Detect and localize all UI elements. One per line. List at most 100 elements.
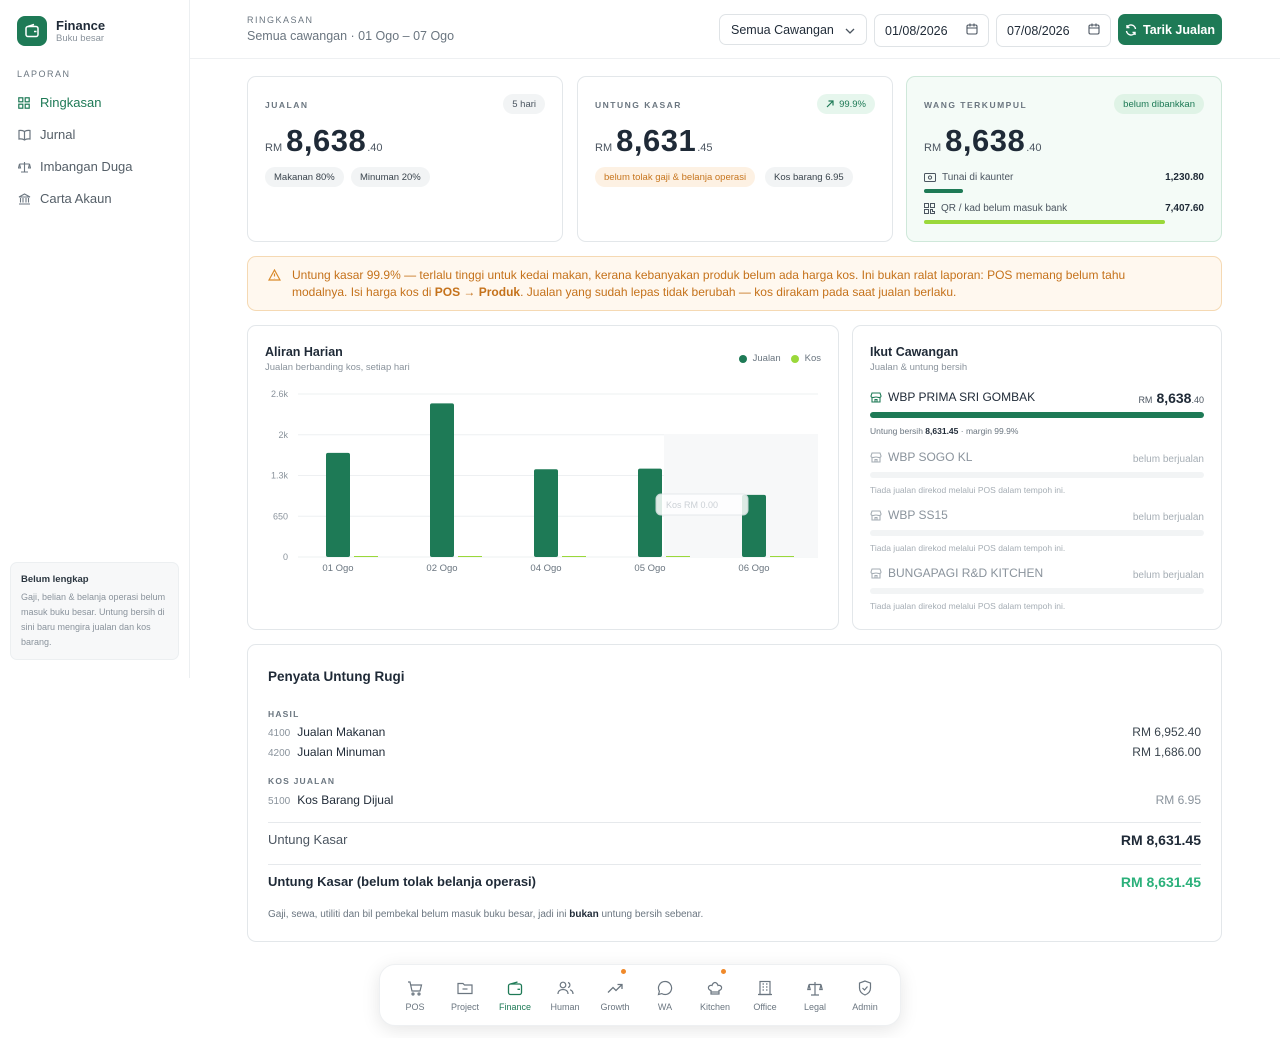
account-row[interactable]: 4100 Jualan Makanan RM 6,952.40 (268, 725, 1201, 739)
daily-flow-chart[interactable]: 0 650 1.3k 2k 2.6k 01 Ogo 02 Ogo 04 Ogo 05 Ogo 06… (248, 326, 840, 631)
branch-name-sogo-kl[interactable]: WBP SOGO KL (870, 450, 972, 464)
dock-item-pos[interactable]: POS (391, 978, 439, 1012)
dock-label: Project (450, 1002, 479, 1012)
branch-name-bungapagi[interactable]: BUNGAPAGI R&D KITCHEN (870, 566, 1043, 580)
branch-name-main[interactable]: WBP PRIMA SRI GOMBAK (870, 390, 1035, 404)
dock-item-finance[interactable]: Finance (491, 978, 539, 1012)
page-title: RINGKASAN (247, 15, 314, 25)
currency-label: RM (265, 142, 283, 154)
amount-integer: 8,638 (286, 123, 367, 158)
bar-jualan[interactable] (638, 468, 662, 557)
pull-sales-button[interactable]: Tarik Jualan (1118, 14, 1222, 45)
qr-value: 7,407.60 (1165, 203, 1204, 214)
bar-kos[interactable] (458, 556, 482, 557)
gross-profit-row: Untung Kasar RM 8,631.45 (268, 832, 1201, 848)
amount-decimal: .40 (1026, 142, 1042, 154)
branch-note: Tiada jualan direkod melalui POS dalam t… (870, 543, 1066, 553)
amount-decimal: .45 (697, 142, 713, 154)
store-icon (870, 451, 882, 463)
alert-link-text: POS → Produk (434, 285, 521, 299)
gross-profit-label: Untung Kasar (268, 832, 348, 847)
account-row[interactable]: 5100 Kos Barang Dijual RM 6.95 (268, 793, 1201, 807)
branch-bar (870, 588, 1204, 594)
bar-kos[interactable] (770, 556, 794, 557)
nav-item-label: Carta Akaun (40, 191, 112, 206)
profit-note-prefix: Untung bersih (870, 426, 926, 436)
currency-label: RM (924, 142, 942, 154)
date-to-input[interactable]: 07/08/2026 (996, 14, 1111, 47)
dock-label: Growth (600, 1002, 630, 1012)
nav-item-jurnal[interactable]: Jurnal (17, 127, 75, 142)
account-row[interactable]: 4200 Jualan Minuman RM 1,686.00 (268, 745, 1201, 759)
pull-sales-label: Tarik Jualan (1142, 22, 1216, 37)
dock-label: POS (405, 1002, 425, 1012)
book-icon (17, 128, 31, 142)
sidebar: Finance Buku besar LAPORAN Ringkasan Jur… (0, 0, 190, 678)
branch-select[interactable]: Semua Cawangan (719, 14, 867, 45)
kpi-label: JUALAN (265, 100, 309, 110)
calendar-icon (966, 23, 978, 38)
branch-name-ss15[interactable]: WBP SS15 (870, 508, 948, 522)
branch-amount: RM 8,638 .40 (1138, 390, 1204, 406)
incomplete-notice-body: Gaji, belian & belanja operasi belum mas… (21, 592, 166, 647)
branch-card-title: Ikut Cawangan (870, 345, 959, 359)
branch-bar-fill (870, 412, 1204, 418)
branch-note: Tiada jualan direkod melalui POS dalam t… (870, 485, 1066, 495)
footnote-text: Gaji, sewa, utiliti dan bil pembekal bel… (268, 909, 570, 920)
date-from-input[interactable]: 01/08/2026 (874, 14, 989, 47)
dock-label: Office (753, 1002, 777, 1012)
legend-item-jualan: Jualan (738, 353, 781, 364)
bar-kos[interactable] (354, 556, 378, 557)
branch-card-subtitle: Jualan & untung bersih (870, 362, 968, 373)
dock-item-legal[interactable]: Legal (791, 978, 839, 1012)
warning-chip: belum tolak gaji & belanja operasi (595, 167, 756, 187)
bar-jualan[interactable] (430, 403, 454, 557)
profit-loss-title: Penyata Untung Rugi (268, 669, 405, 684)
branch-bar (870, 412, 1204, 418)
bar-kos[interactable] (666, 556, 690, 557)
kpi-value: RM 8,638 .40 (265, 123, 382, 159)
dock-item-growth[interactable]: Growth (591, 969, 639, 1012)
users-icon (556, 978, 574, 998)
nav-item-ringkasan[interactable]: Ringkasan (17, 95, 101, 110)
dock-item-office[interactable]: Office (741, 978, 789, 1012)
footnote-text-end: untung bersih sebenar. (598, 909, 704, 920)
dock-label: Admin (852, 1002, 878, 1012)
nav-item-carta-akaun[interactable]: Carta Akaun (17, 191, 112, 206)
date-from-value: 01/08/2026 (885, 23, 948, 38)
dock-label: Kitchen (699, 1002, 731, 1012)
legend-item-kos: Kos (790, 353, 821, 364)
chart-legend: Jualan Kos (729, 353, 821, 364)
dock-item-kitchen[interactable]: Kitchen (691, 969, 739, 1012)
footnote-emphasis: bukan (569, 909, 599, 920)
bar-kos[interactable] (562, 556, 586, 557)
nav-item-imbangan-duga[interactable]: Imbangan Duga (17, 159, 133, 174)
bank-icon (17, 192, 31, 206)
nav-item-label: Ringkasan (40, 95, 102, 110)
dock-item-wa[interactable]: WA (641, 978, 689, 1012)
bar-jualan[interactable] (326, 452, 350, 557)
legend-label: Kos (804, 353, 821, 364)
grid-icon (17, 96, 31, 110)
dock-label: Finance (498, 1002, 532, 1012)
legend-label: Jualan (752, 353, 781, 364)
dock-item-human[interactable]: Human (541, 978, 589, 1012)
divider (268, 822, 1201, 823)
notification-dot (721, 969, 726, 974)
chart-title: Aliran Harian (265, 345, 343, 359)
branch-bar (870, 530, 1204, 536)
branch-label: WBP SS15 (888, 508, 948, 522)
bar-jualan[interactable] (534, 469, 558, 557)
profit-loss-card: Penyata Untung Rugi HASIL 4100 Jualan Mak… (247, 644, 1222, 942)
dock-item-admin[interactable]: Admin (841, 978, 889, 1012)
app-dock: POS Project Finance Human Growth WA Kitc… (379, 964, 901, 1026)
y-tick-label: 1.3k (271, 471, 289, 481)
profit-note-value: 8,631.45 (925, 426, 959, 436)
dock-item-project[interactable]: Project (441, 978, 489, 1012)
net-profit-row: Untung Kasar (belum tolak belanja operas… (268, 874, 1201, 890)
cash-label: Tunai di kaunter (942, 172, 1014, 183)
cash-row: Tunai di kaunter 1,230.80 (924, 172, 1204, 183)
branch-status: belum berjualan (1132, 570, 1204, 581)
qr-row: QR / kad belum masuk bank 7,407.60 (924, 203, 1204, 214)
brand[interactable]: Finance Buku besar (17, 16, 105, 46)
